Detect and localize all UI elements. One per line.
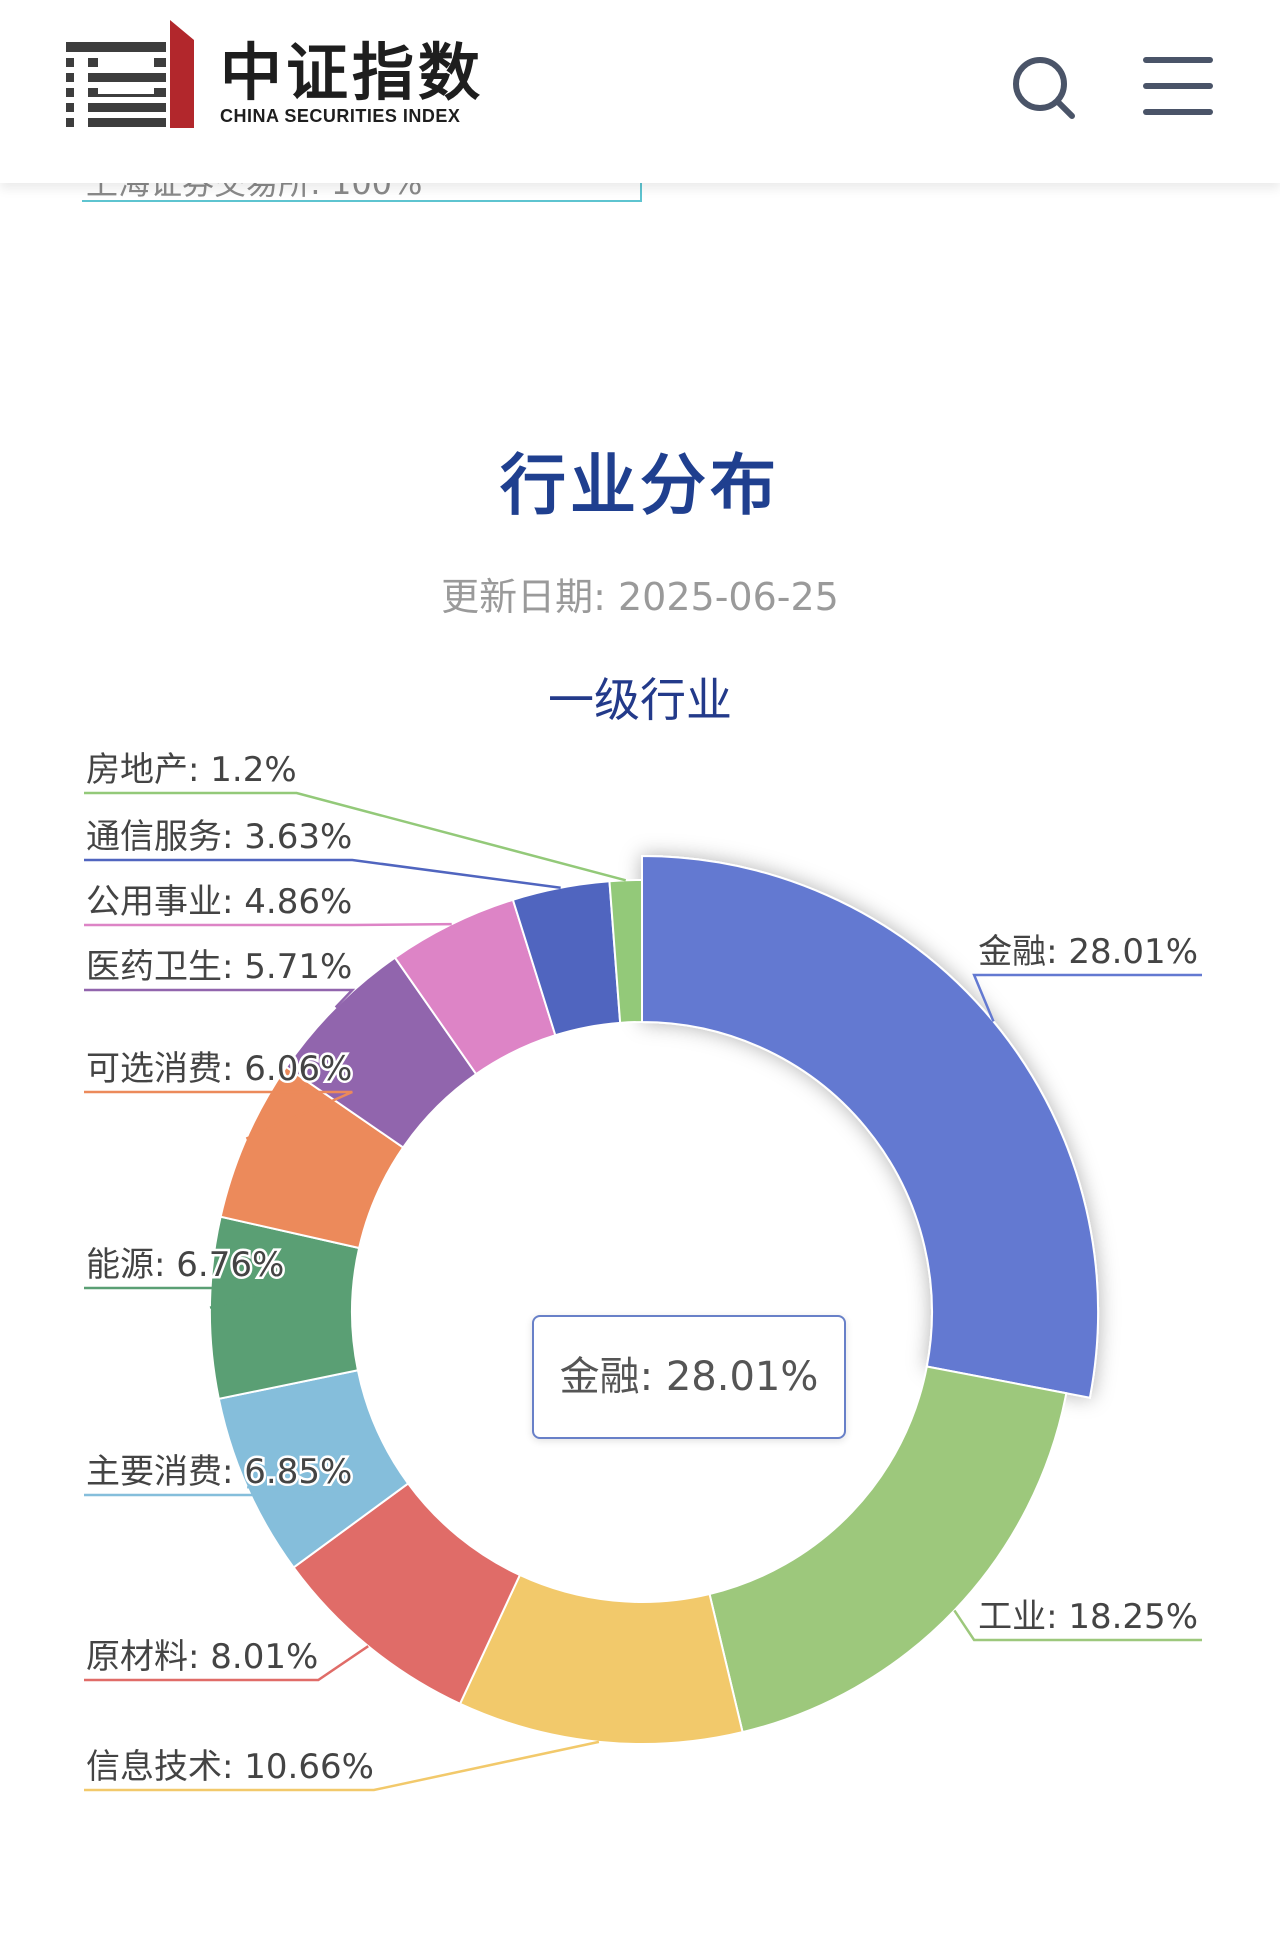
- search-icon: [1013, 57, 1075, 119]
- slice-label: 能源: 6.76%: [86, 1245, 284, 1285]
- slice-label: 工业: 18.25%: [978, 1597, 1198, 1637]
- leader-line: [84, 1090, 353, 1140]
- slice-1[interactable]: [641, 854, 1100, 1399]
- leader-line: [84, 1740, 600, 1792]
- leader-line: [84, 1286, 285, 1309]
- section-title: 行业分布: [500, 447, 780, 524]
- slice-label: 原材料: 8.01%: [86, 1637, 318, 1677]
- leader-line: [84, 922, 452, 927]
- slice-label: 信息技术: 10.66%: [86, 1747, 374, 1787]
- search-button[interactable]: [1006, 50, 1078, 122]
- slice-label: 医药卫生: 5.71%: [86, 947, 352, 987]
- leader-line: [84, 858, 561, 889]
- update-date: 更新日期: 2025-06-25: [441, 575, 839, 619]
- menu-icon: [1143, 57, 1213, 115]
- slice-label: 金融: 28.01%: [978, 932, 1198, 972]
- chart-tooltip: 金融: 28.01%: [532, 1315, 846, 1439]
- slice-label: 可选消费: 6.06%: [86, 1049, 352, 1089]
- brand-wordmark[interactable]: 中证指数 CHINA SECURITIES INDEX: [220, 38, 484, 127]
- leader-line: [972, 973, 1202, 1022]
- leader-line: [84, 1485, 353, 1497]
- slice-label: 房地产: 1.2%: [86, 750, 297, 790]
- menu-button[interactable]: [1142, 50, 1214, 122]
- slice-11[interactable]: [608, 878, 643, 1024]
- slice-label: 主要消费: 6.85%: [86, 1452, 352, 1492]
- slice-label: 公用事业: 4.86%: [86, 882, 352, 922]
- slice-2[interactable]: [708, 1365, 1068, 1734]
- leader-line: [84, 791, 627, 882]
- leader-line: [84, 1645, 369, 1682]
- leader-line: [953, 1609, 1202, 1642]
- leader-line: [84, 988, 356, 1009]
- chart-title: 一级行业: [548, 673, 732, 727]
- brand-name-cn: 中证指数: [220, 36, 485, 109]
- leader-line: [82, 200, 642, 202]
- csi-logo-icon[interactable]: [66, 20, 196, 130]
- site-header: 中证指数 CHINA SECURITIES INDEX: [0, 0, 1280, 183]
- slice-label: 通信服务: 3.63%: [86, 817, 352, 857]
- brand-name-en: CHINA SECURITIES INDEX: [220, 106, 461, 126]
